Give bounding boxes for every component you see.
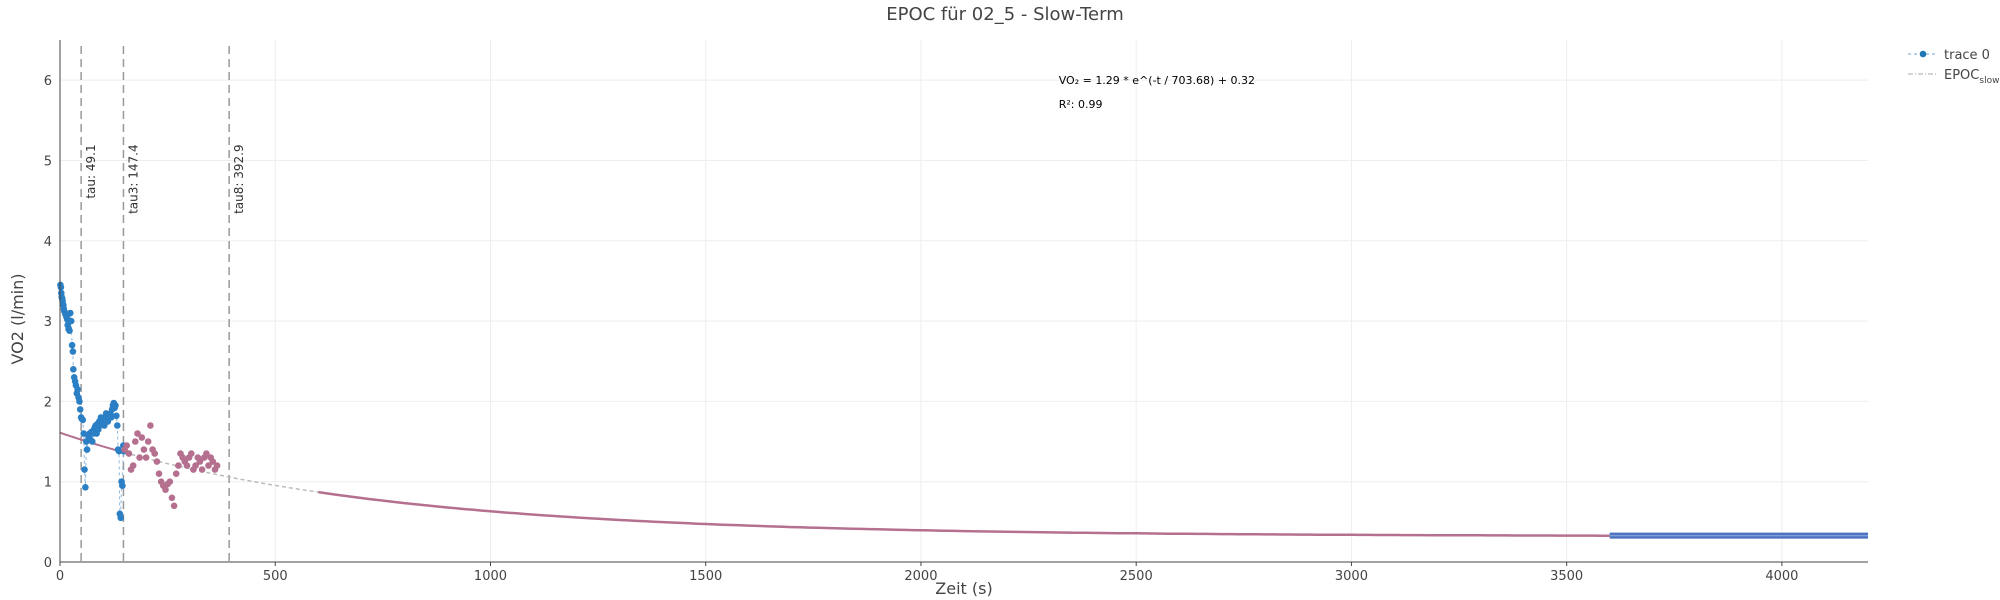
trace-1-point bbox=[166, 478, 174, 486]
trace-0-point bbox=[82, 484, 89, 491]
x-tick-label: 1500 bbox=[689, 569, 722, 584]
y-tick-label: 4 bbox=[44, 235, 52, 250]
trace-0-point bbox=[57, 284, 65, 291]
x-tick-label: 4000 bbox=[1765, 569, 1798, 584]
trace-1-point bbox=[134, 430, 141, 437]
legend-label-subscript: slow bbox=[1979, 76, 1999, 86]
trace-1-point bbox=[162, 486, 169, 494]
trace-1-point bbox=[198, 466, 206, 473]
x-tick-label: 3000 bbox=[1335, 569, 1368, 584]
trace-0-point bbox=[66, 327, 73, 335]
trace-1-point bbox=[138, 434, 146, 441]
y-tick-label: 3 bbox=[44, 315, 52, 330]
trace-0-point bbox=[119, 482, 126, 490]
x-tick-label: 2500 bbox=[1120, 569, 1153, 584]
trace-1-point bbox=[144, 438, 152, 445]
trace-1-point bbox=[168, 494, 176, 502]
trace-0-point bbox=[70, 366, 77, 373]
trace-1-point bbox=[205, 462, 212, 469]
x-tick-label: 1000 bbox=[474, 569, 507, 584]
epoc-slow-dotted bbox=[124, 451, 319, 493]
y-tick-label: 1 bbox=[44, 476, 52, 491]
trace-1-point bbox=[125, 450, 133, 457]
fit-curve-main bbox=[318, 490, 1610, 537]
trace-1-point bbox=[188, 450, 195, 457]
trace-1-point bbox=[153, 458, 161, 465]
trace-0-point bbox=[76, 406, 84, 413]
trace-1-point bbox=[209, 458, 217, 465]
tau-label: tau: 49.1 bbox=[84, 144, 98, 198]
trace-1-point bbox=[175, 462, 182, 469]
trace-1-point bbox=[140, 446, 148, 453]
trace-1-point bbox=[136, 454, 143, 461]
vertical-lines: tau: 49.1 tau3: 147.4 tau8: 392.9 bbox=[80, 46, 246, 562]
trace-0-point bbox=[67, 317, 75, 325]
trace-0-point bbox=[76, 398, 83, 405]
trace-1-point bbox=[203, 450, 210, 457]
trace-0-point bbox=[69, 348, 77, 355]
tau-label: tau3: 147.4 bbox=[126, 144, 140, 214]
trace-1-point bbox=[151, 450, 158, 457]
trace-0-point bbox=[113, 412, 120, 420]
trace-1-point bbox=[129, 462, 137, 469]
trace-0-point bbox=[112, 402, 119, 409]
trace-1-point bbox=[132, 438, 139, 445]
legend-label: EPOCslow bbox=[1944, 68, 1999, 86]
trace-1-point bbox=[192, 462, 199, 469]
trace-1-point bbox=[170, 502, 178, 510]
fit-annotation: R²: 0.99 bbox=[1059, 98, 1103, 111]
annotations: VO₂ = 1.29 * e^(-t / 703.68) + 0.32 R²: 0… bbox=[1059, 74, 1255, 111]
y-tick-label: 0 bbox=[44, 556, 52, 571]
y-axis-title: VO2 (l/min) bbox=[8, 273, 27, 364]
trace-0-point bbox=[83, 446, 91, 453]
legend-swatch-marker bbox=[1919, 50, 1927, 58]
trace-0-point bbox=[114, 422, 121, 429]
trace-1-point bbox=[147, 422, 154, 429]
trace-1-point bbox=[183, 462, 191, 469]
legend-item[interactable]: trace 0 bbox=[1908, 48, 1990, 63]
trace-1-point bbox=[155, 470, 163, 478]
trace-0-point bbox=[117, 514, 124, 522]
fit-annotation: VO₂ = 1.29 * e^(-t / 703.68) + 0.32 bbox=[1059, 74, 1255, 87]
trace-0-point bbox=[81, 466, 88, 473]
legend[interactable]: trace 0 EPOCslow bbox=[1908, 48, 1999, 86]
trace-0-point bbox=[74, 386, 81, 393]
trace-1-point bbox=[172, 470, 180, 478]
x-axis-title: Zeit (s) bbox=[935, 579, 992, 598]
trace-1-point bbox=[196, 458, 204, 465]
y-tick-label: 5 bbox=[44, 154, 52, 169]
trace-1-point bbox=[142, 454, 150, 461]
y-tick-label: 2 bbox=[44, 395, 52, 410]
x-tick-label: 500 bbox=[263, 569, 288, 584]
y-tick-label: 6 bbox=[44, 74, 52, 89]
trace-0-point bbox=[107, 414, 115, 421]
x-tick-label: 3500 bbox=[1550, 569, 1583, 584]
legend-label: trace 0 bbox=[1944, 48, 1990, 63]
trace-0-point bbox=[115, 447, 123, 455]
legend-item[interactable]: EPOCslow bbox=[1908, 68, 1999, 86]
chart-title: EPOC für 02_5 - Slow-Term bbox=[886, 4, 1123, 25]
x-tick-label: 0 bbox=[56, 569, 64, 584]
series-layer bbox=[57, 281, 1868, 539]
trace-0-point bbox=[89, 438, 96, 445]
trace-1-point bbox=[213, 462, 221, 469]
trace-0-point bbox=[79, 416, 87, 424]
trace-1-point bbox=[123, 442, 130, 449]
grid bbox=[59, 40, 1868, 563]
axes: 0 500 1000 1500 2000 2500 3000 3500 4000 0 1 2 3 4 5 6 bbox=[44, 40, 1868, 584]
trace-0-point bbox=[67, 309, 74, 317]
trace-0-point bbox=[68, 341, 76, 349]
x-tick-label: 2000 bbox=[904, 569, 937, 584]
tau-label: tau8: 392.9 bbox=[232, 144, 246, 214]
